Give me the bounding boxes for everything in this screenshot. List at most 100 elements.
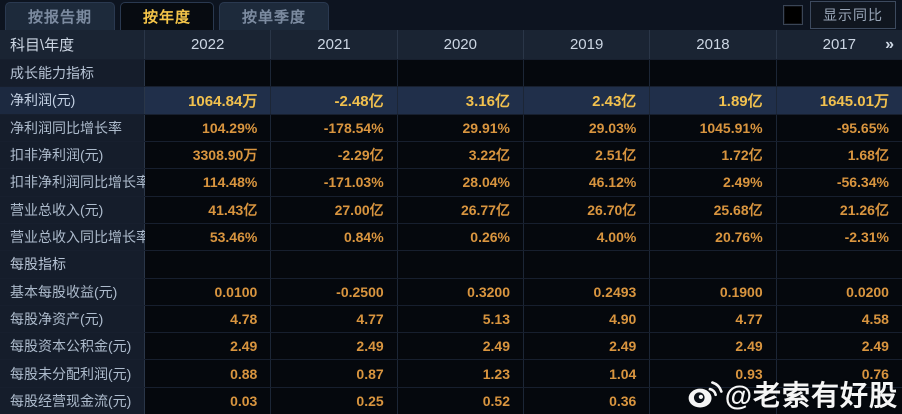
row-label: 每股经营现金流(元) [0,387,145,414]
row-value: 1045.91% [650,114,777,141]
row-value: 0.93 [650,360,777,387]
table-row[interactable]: 每股经营现金流(元) 0.03 0.25 0.52 0.36 [0,386,902,414]
row-value [776,60,902,87]
row-value: 1064.84万 [145,87,272,114]
tab-report-period[interactable]: 按报告期 [5,2,116,30]
row-value: 46.12% [523,169,651,196]
row-label: 扣非净利润(元) [0,141,145,169]
row-label: 每股资本公积金(元) [0,333,145,360]
row-label: 每股净资产(元) [0,305,145,333]
row-label: 营业总收入同比增长率 [0,223,150,251]
table-row[interactable]: 营业总收入同比增长率 53.46% 0.84% 0.26% 4.00% 20.7… [0,222,902,251]
row-label: 成长能力指标 [0,60,145,87]
row-value [523,251,651,278]
row-label: 基本每股收益(元) [0,278,145,305]
row-value: 0.03 [145,387,272,414]
show-yoy-label[interactable]: 显示同比 [810,1,896,29]
row-value: 1.89亿 [650,87,777,114]
row-value: -2.29亿 [271,141,398,169]
row-value: 1.23 [397,360,524,387]
row-value: 4.00% [523,223,651,251]
row-value: 3.16亿 [397,87,524,114]
table-row[interactable]: 每股净资产(元) 4.78 4.77 5.13 4.90 4.77 4.58 [0,304,902,333]
table-row[interactable]: 扣非净利润(元) 3308.90万 -2.29亿 3.22亿 2.51亿 1.7… [0,140,902,169]
row-value: -95.65% [776,114,902,141]
table-row[interactable]: 净利润(元) 1064.84万 -2.48亿 3.16亿 2.43亿 1.89亿… [0,86,902,114]
row-value [145,251,272,278]
row-value: 0.36 [523,387,651,414]
more-years-icon[interactable]: » [885,35,894,53]
year-header-2022[interactable]: 2022 [145,30,272,59]
row-value: 2.49 [145,333,272,360]
row-value: 1.04 [523,360,651,387]
row-value: 2.49 [523,333,651,360]
row-value: 0.76 [776,360,902,387]
row-value [776,251,902,278]
row-value: -2.31% [776,223,902,251]
row-value: 2.49% [650,169,777,196]
row-value: 25.68亿 [650,196,777,223]
tab-annual[interactable]: 按年度 [120,2,215,30]
row-value: 4.90 [523,305,651,333]
row-value: 26.77亿 [397,196,524,223]
row-value: 1.72亿 [650,141,777,169]
year-header-2021[interactable]: 2021 [271,30,398,59]
row-value [271,251,398,278]
row-value: 0.25 [271,387,398,414]
row-value: 3308.90万 [145,141,272,169]
tab-single-quarter[interactable]: 按单季度 [219,2,330,30]
row-value: 21.26亿 [776,196,902,223]
row-value: 4.77 [271,305,398,333]
row-label: 每股未分配利润(元) [0,360,145,387]
row-value: 41.43亿 [145,196,272,223]
row-value [145,60,272,87]
row-value: 29.03% [523,114,651,141]
corner-header: 科目\年度 [0,30,145,59]
row-value: 0.0200 [776,278,902,305]
table-body: 成长能力指标 净利润(元) 1064.84万 -2.48亿 3.16亿 2.43… [0,59,902,414]
row-value: 0.0100 [145,278,272,305]
row-value: 0.88 [145,360,272,387]
row-value: 104.29% [145,114,272,141]
year-header-2019[interactable]: 2019 [524,30,651,59]
row-value: 0.1900 [650,278,777,305]
row-value: 2.49 [271,333,398,360]
row-value: 0.2493 [523,278,651,305]
row-value: 0.3200 [397,278,524,305]
row-label: 净利润(元) [0,87,145,114]
show-yoy-checkbox[interactable] [783,5,803,25]
row-value: 53.46% [145,223,272,251]
row-value: 1.68亿 [776,141,902,169]
table-row[interactable]: 成长能力指标 [0,59,902,87]
year-header-2020[interactable]: 2020 [398,30,524,59]
row-value: 20.76% [650,223,777,251]
period-tabbar: 按报告期 按年度 按单季度 显示同比 [0,0,902,30]
row-value: 0.87 [271,360,398,387]
table-row[interactable]: 每股指标 [0,250,902,278]
row-value: 26.70亿 [523,196,651,223]
table-row[interactable]: 每股资本公积金(元) 2.49 2.49 2.49 2.49 2.49 2.49 [0,332,902,360]
row-value: 4.78 [145,305,272,333]
table-row[interactable]: 基本每股收益(元) 0.0100 -0.2500 0.3200 0.2493 0… [0,277,902,305]
row-value: 114.48% [145,169,272,196]
row-value: 27.00亿 [271,196,398,223]
row-label: 每股指标 [0,251,145,278]
year-header-2017[interactable]: 2017 » [777,30,902,59]
row-value [397,60,524,87]
year-header-2018[interactable]: 2018 [650,30,777,59]
row-value: 4.58 [776,305,902,333]
row-value [776,387,902,414]
row-value: 3.22亿 [397,141,524,169]
row-label: 扣非净利润同比增长率 [0,169,150,196]
table-row[interactable]: 净利润同比增长率 104.29% -178.54% 29.91% 29.03% … [0,113,902,141]
row-value [650,60,777,87]
table-row[interactable]: 每股未分配利润(元) 0.88 0.87 1.23 1.04 0.93 0.76 [0,359,902,387]
table-row[interactable]: 营业总收入(元) 41.43亿 27.00亿 26.77亿 26.70亿 25.… [0,195,902,223]
row-value [650,387,777,414]
table-row[interactable]: 扣非净利润同比增长率 114.48% -171.03% 28.04% 46.12… [0,168,902,196]
row-value: 1645.01万 [776,87,902,114]
row-value [523,60,651,87]
row-value: 0.26% [397,223,524,251]
row-value: 4.77 [650,305,777,333]
